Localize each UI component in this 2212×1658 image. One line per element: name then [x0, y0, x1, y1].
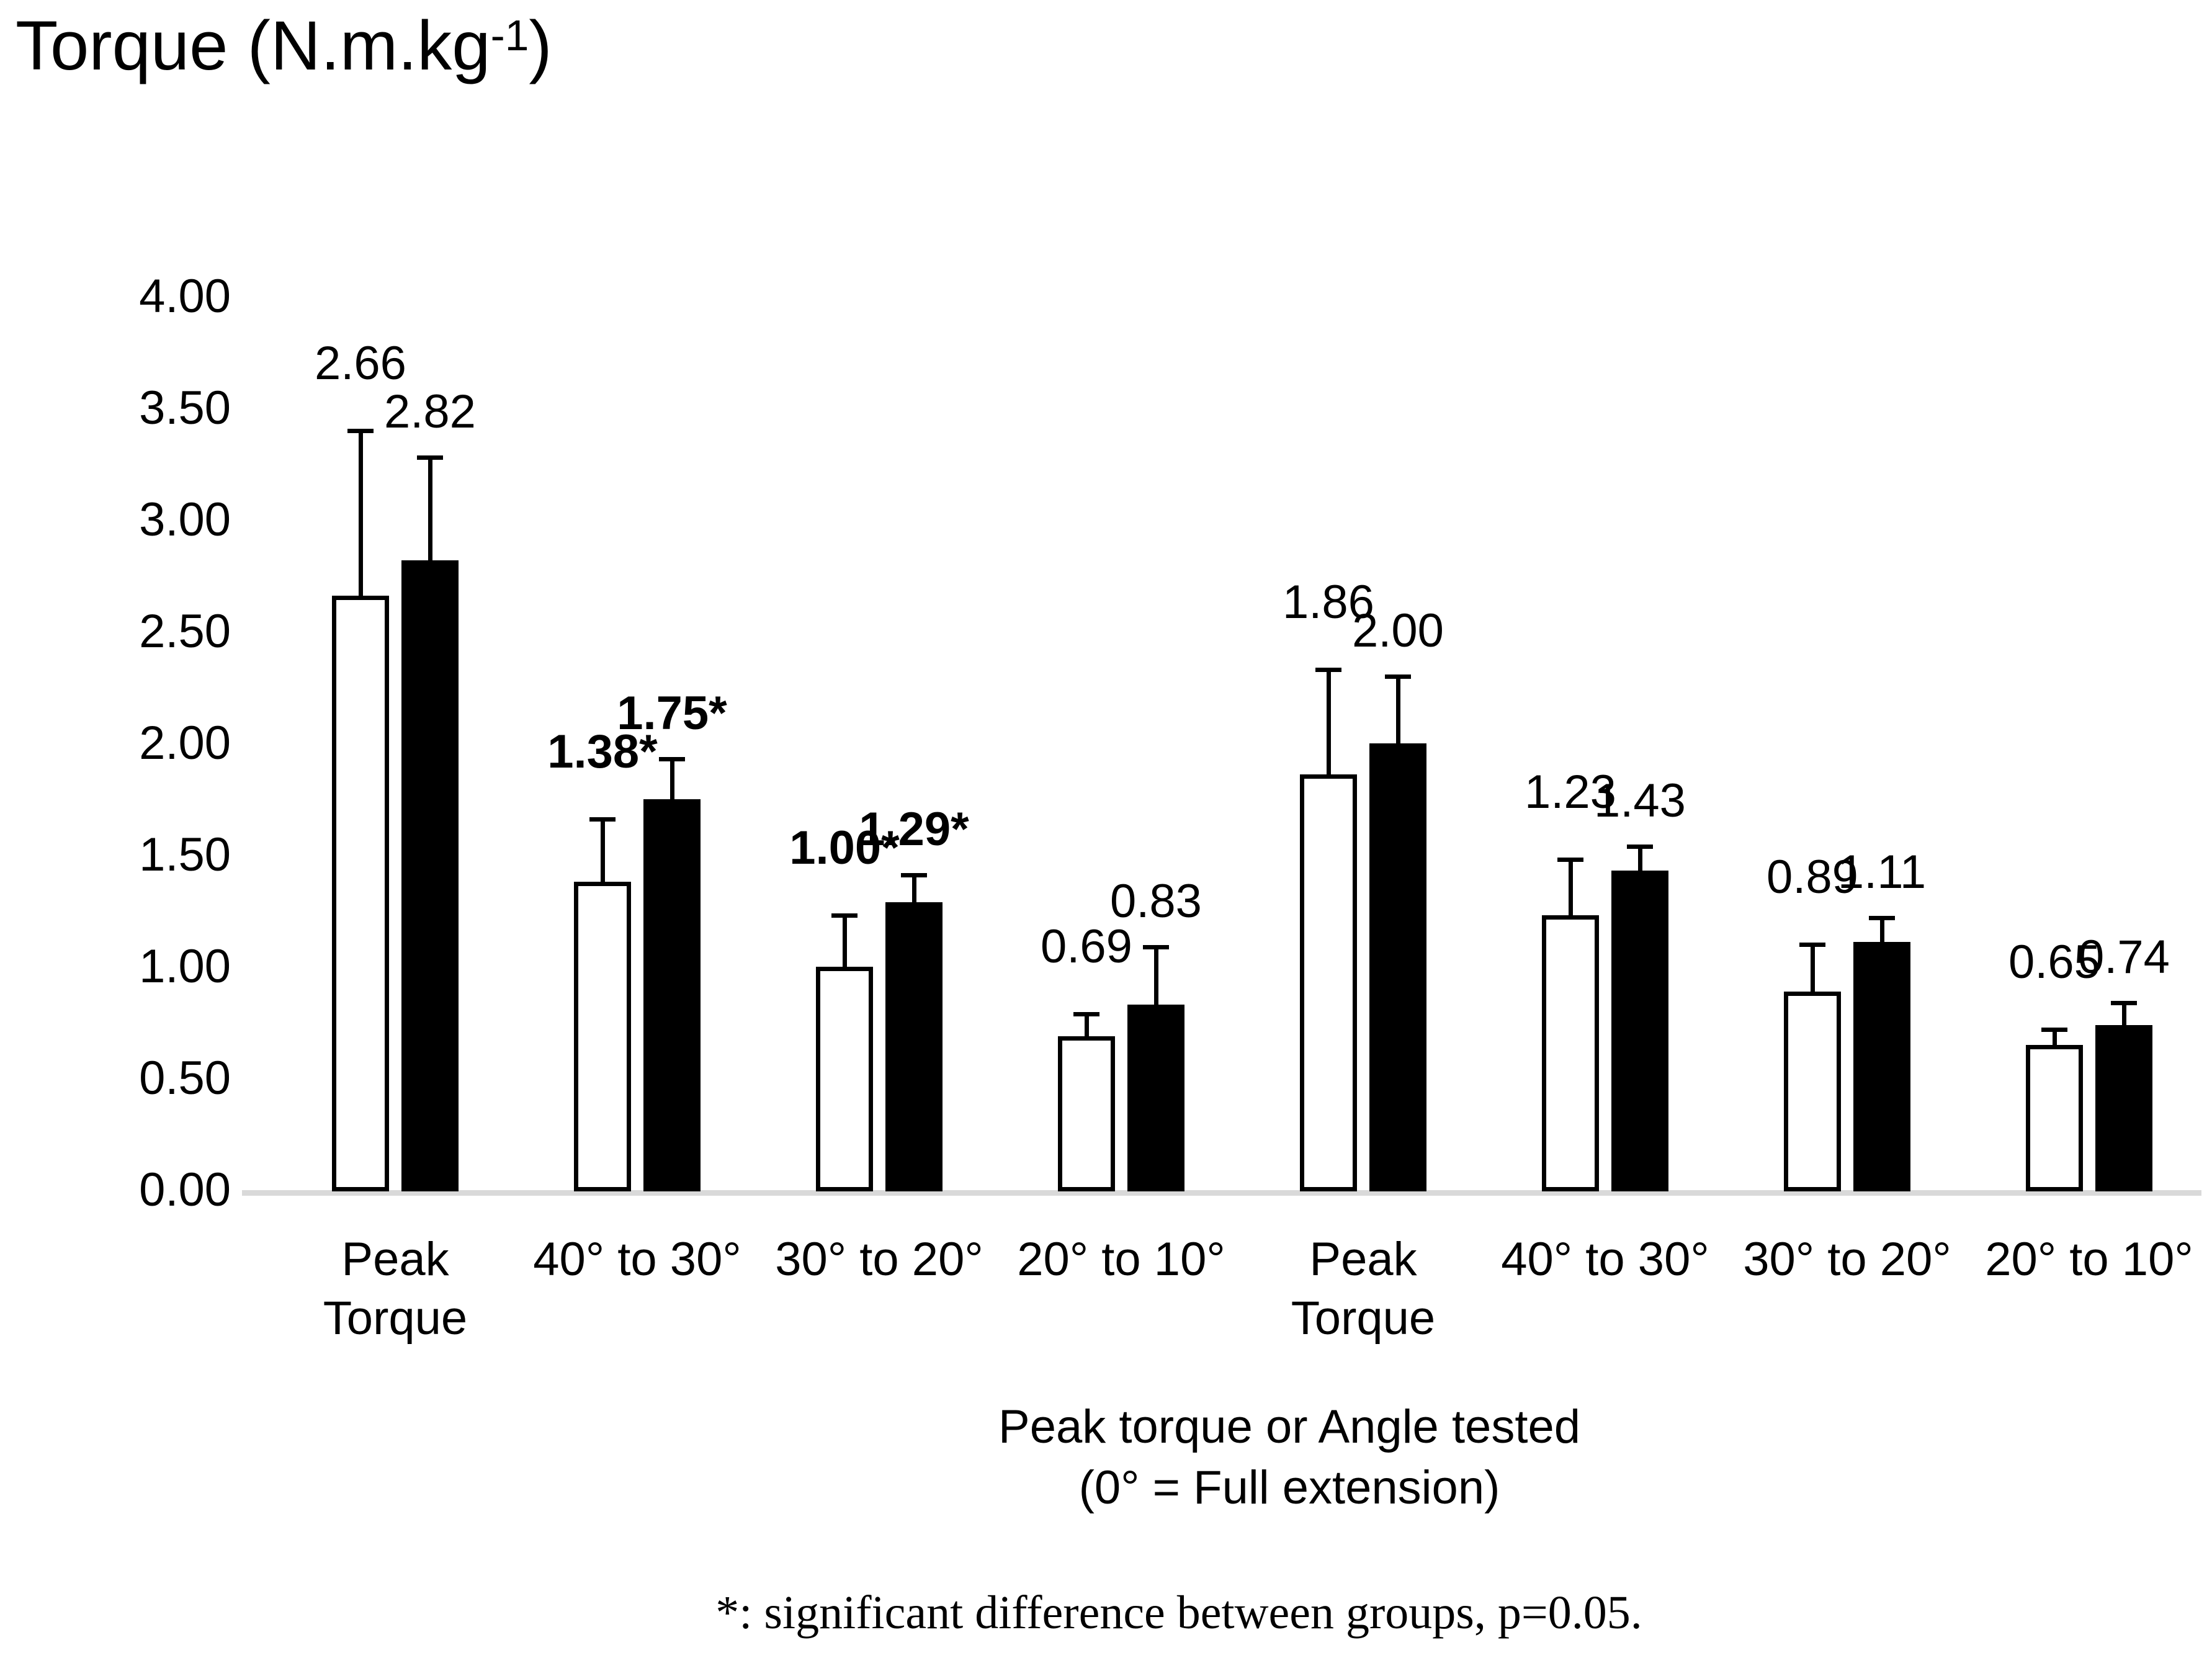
bar-open — [2026, 1045, 2083, 1191]
category-label: 20° to 10° — [1985, 1233, 2193, 1286]
y-tick-label: 2.00 — [139, 717, 231, 769]
error-bar-line — [428, 457, 432, 560]
error-bar-cap — [1869, 915, 1895, 920]
value-label: 1.11 — [1837, 845, 1927, 898]
y-tick-label: 2.50 — [139, 605, 231, 658]
error-bar-line — [1811, 944, 1815, 992]
error-bar-line — [1154, 946, 1158, 1005]
category-label: 30° to 20° — [775, 1233, 983, 1286]
category-label: 20° to 10° — [1017, 1233, 1225, 1286]
error-bar-line — [670, 759, 674, 799]
value-label: 2.00 — [1352, 604, 1444, 657]
error-bar-cap — [589, 817, 616, 822]
bar-filled — [401, 560, 459, 1191]
error-bar-line — [1638, 846, 1642, 871]
category-label: 30° to 20° — [1743, 1233, 1951, 1286]
error-bar-cap — [1315, 668, 1341, 673]
error-bar-line — [843, 915, 847, 967]
chart-title-suffix: ) — [529, 7, 552, 84]
value-label: 0.89 — [1766, 851, 1858, 903]
error-bar-line — [601, 819, 605, 882]
value-label: 0.74 — [2078, 930, 2170, 984]
bar-open — [574, 882, 631, 1191]
error-bar-line — [1880, 917, 1884, 943]
category-label: Peak Torque — [323, 1233, 468, 1345]
y-tick-label: 0.00 — [139, 1163, 231, 1216]
value-label: 1.43 — [1594, 774, 1686, 827]
error-bar-cap — [831, 913, 857, 918]
x-axis-baseline — [242, 1190, 2201, 1196]
bar-filled — [1369, 743, 1426, 1191]
error-bar-cap — [1627, 844, 1653, 849]
error-bar-cap — [417, 455, 443, 460]
bar-open — [1300, 774, 1357, 1191]
bar-filled — [2095, 1024, 2152, 1191]
value-label: 2.82 — [384, 385, 476, 439]
value-label: 1.75* — [617, 687, 727, 740]
bar-open — [816, 967, 873, 1191]
y-tick-label: 3.00 — [139, 493, 231, 546]
error-bar-cap — [659, 757, 685, 762]
bar-filled — [643, 799, 701, 1191]
error-bar-cap — [1557, 858, 1583, 863]
y-tick-label: 0.50 — [139, 1052, 231, 1105]
category-label: Peak Torque — [1291, 1233, 1436, 1345]
error-bar-cap — [1799, 943, 1825, 947]
bar-filled — [885, 902, 943, 1191]
bar-open — [1058, 1036, 1115, 1191]
value-label: 1.38* — [547, 725, 658, 779]
value-label: 1.23 — [1525, 766, 1616, 819]
value-label: 1.00* — [789, 822, 900, 875]
error-bar-line — [2053, 1029, 2057, 1045]
chart-title-text: Torque (N.m.kg — [16, 7, 491, 84]
value-label: 0.83 — [1110, 874, 1202, 928]
error-bar-cap — [1385, 674, 1411, 679]
y-tick-label: 3.50 — [139, 382, 231, 434]
value-label: 0.69 — [1041, 920, 1132, 973]
significance-footnote: *: significant difference between groups… — [715, 1587, 1642, 1639]
category-label: 40° to 30° — [533, 1233, 741, 1286]
y-tick-label: 1.50 — [139, 828, 231, 881]
x-axis-title-line2: (0° = Full extension) — [1078, 1461, 1500, 1514]
error-bar-line — [1327, 670, 1331, 775]
value-label: 1.29* — [859, 803, 969, 856]
bar-filled — [1127, 1005, 1184, 1191]
error-bar-cap — [2041, 1027, 2067, 1032]
error-bar-line — [1569, 859, 1573, 916]
error-bar-cap — [2111, 1000, 2137, 1005]
error-bar-cap — [1143, 944, 1169, 949]
bar-open — [1784, 991, 1841, 1191]
value-label: 1.86 — [1283, 576, 1374, 629]
error-bar-cap — [347, 429, 374, 433]
error-bar-cap — [1073, 1011, 1099, 1016]
bar-open — [332, 596, 389, 1191]
error-bar-line — [359, 431, 363, 596]
value-label: 2.66 — [315, 337, 406, 390]
error-bar-line — [1085, 1013, 1089, 1036]
error-bar-line — [912, 875, 916, 902]
chart-title: Torque (N.m.kg-1) — [16, 7, 552, 84]
bar-filled — [1853, 942, 1910, 1191]
x-axis-title-line1: Peak torque or Angle tested — [998, 1400, 1580, 1453]
bar-filled — [1611, 871, 1668, 1191]
category-label: 40° to 30° — [1501, 1233, 1709, 1286]
error-bar-line — [1396, 676, 1400, 743]
y-tick-label: 4.00 — [139, 270, 231, 323]
bar-open — [1542, 915, 1599, 1191]
value-label: 0.65 — [2008, 935, 2100, 988]
error-bar-cap — [901, 873, 927, 878]
y-tick-label: 1.00 — [139, 940, 231, 993]
error-bar-line — [2122, 1002, 2126, 1025]
chart-title-superscript: -1 — [490, 11, 529, 60]
